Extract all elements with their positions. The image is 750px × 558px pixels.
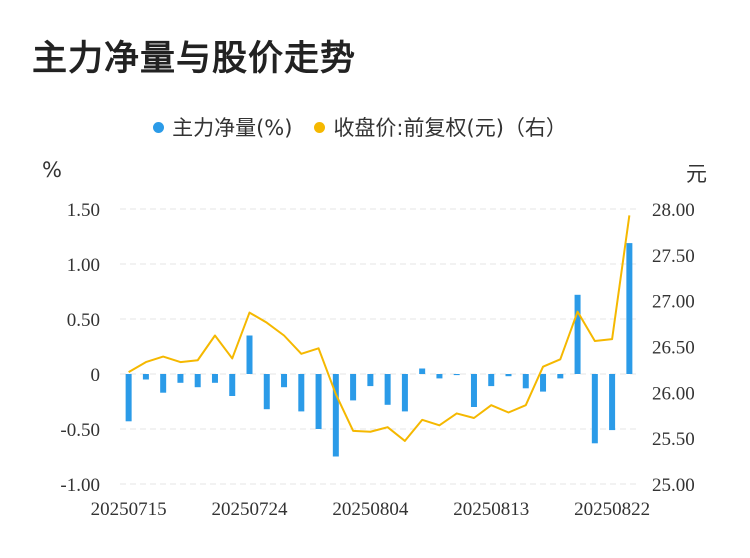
net-volume-bar	[194, 374, 201, 388]
net-volume-bar	[281, 374, 288, 388]
net-volume-bar	[177, 374, 184, 383]
legend-item-net-volume[interactable]: 主力净量(%)	[153, 112, 292, 142]
net-volume-bar	[160, 374, 167, 393]
right-tick-label: 25.00	[652, 475, 695, 496]
net-volume-bar	[298, 374, 305, 412]
left-axis-unit: %	[42, 158, 62, 182]
right-axis-unit: 元	[686, 162, 707, 186]
legend-swatch-net-volume	[153, 121, 165, 133]
net-volume-bar	[263, 374, 270, 410]
net-volume-bar	[488, 374, 495, 387]
net-volume-bar	[540, 374, 547, 392]
chart-title: 主力净量与股价走势	[32, 39, 357, 79]
net-volume-bar	[453, 374, 460, 376]
right-tick-label: 27.00	[652, 292, 695, 313]
left-tick-label: 1.50	[67, 200, 100, 221]
net-volume-bar	[384, 374, 391, 405]
legend-item-close-price[interactable]: 收盘价:前复权(元)（右）	[314, 112, 567, 142]
right-tick-label: 27.50	[652, 246, 695, 267]
left-tick-label: 0	[91, 365, 101, 386]
legend-swatch-close-price	[314, 121, 326, 133]
net-volume-bar	[591, 374, 598, 444]
left-tick-label: -0.50	[60, 420, 100, 441]
net-volume-bar	[350, 374, 357, 401]
x-tick-label: 20250813	[453, 499, 529, 520]
net-volume-bar	[315, 374, 322, 429]
right-tick-label: 28.00	[652, 200, 695, 221]
legend-label-close-price: 收盘价:前复权(元)（右）	[333, 116, 567, 140]
net-volume-bar	[142, 374, 149, 380]
chart-legend: 主力净量(%) 收盘价:前复权(元)（右）	[0, 112, 720, 142]
net-volume-bar	[367, 374, 374, 387]
x-tick-label: 20250715	[91, 499, 167, 520]
net-volume-bar	[626, 243, 633, 374]
legend-label-net-volume: 主力净量(%)	[172, 116, 293, 140]
right-tick-label: 26.50	[652, 338, 695, 359]
left-tick-label: -1.00	[60, 475, 100, 496]
net-volume-bar	[557, 374, 564, 379]
close-price-line	[128, 215, 631, 442]
left-tick-label: 0.50	[67, 310, 100, 331]
net-volume-bar	[470, 374, 477, 407]
net-volume-bar	[401, 374, 408, 412]
net-volume-bar	[229, 374, 236, 396]
net-volume-bar	[125, 374, 132, 422]
net-volume-bar	[609, 374, 616, 431]
right-tick-label: 26.00	[652, 383, 695, 404]
net-volume-bar	[419, 368, 426, 374]
left-tick-label: 1.00	[67, 255, 100, 276]
net-volume-bar	[574, 294, 581, 374]
right-tick-label: 25.50	[652, 429, 695, 450]
net-volume-bar	[246, 335, 253, 374]
net-volume-bar	[505, 374, 512, 377]
net-volume-bar	[522, 374, 529, 389]
net-volume-bar	[211, 374, 218, 383]
x-tick-label: 20250804	[332, 499, 409, 520]
x-tick-label: 20250822	[574, 499, 650, 520]
x-tick-label: 20250724	[212, 499, 289, 520]
net-volume-bar	[332, 374, 339, 457]
net-volume-bar	[436, 374, 443, 379]
